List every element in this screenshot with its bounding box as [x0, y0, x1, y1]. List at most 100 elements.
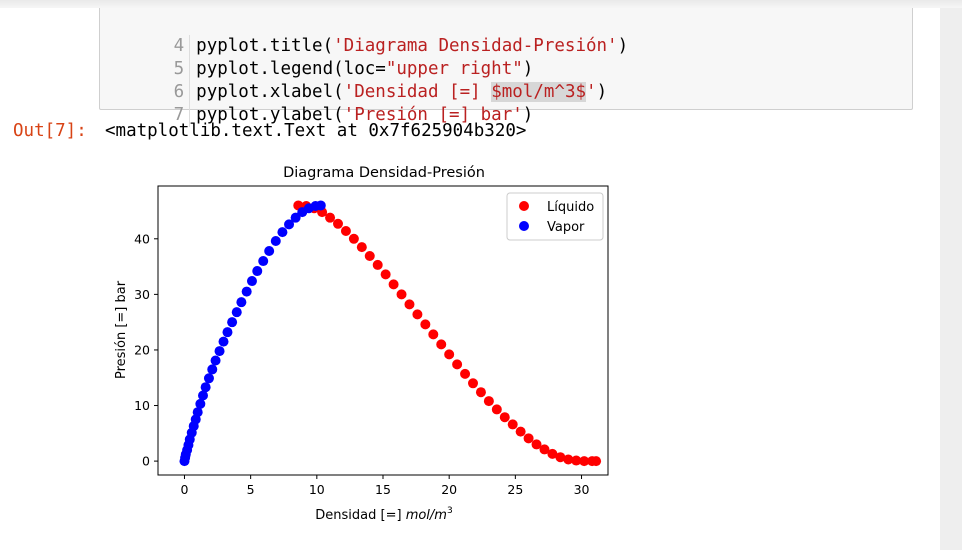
- point-liquid: [475, 387, 486, 398]
- x-tick-label: 20: [441, 482, 457, 497]
- point-vapor: [218, 336, 229, 347]
- line-number: 4: [142, 35, 191, 58]
- code-string: "upper right": [385, 59, 523, 79]
- y-tick-label: 10: [134, 398, 150, 413]
- point-vapor: [246, 276, 257, 287]
- code-line: 7 pyplot.ylabel('Presión [=] bar'): [100, 81, 533, 127]
- code-string: 'Densidad [=]: [343, 82, 492, 102]
- point-liquid: [563, 454, 574, 465]
- point-liquid: [333, 218, 343, 229]
- point-vapor: [252, 266, 263, 277]
- point-vapor: [198, 390, 208, 401]
- point-liquid: [436, 339, 447, 350]
- x-axis-label-superscript: 3: [447, 506, 453, 516]
- point-liquid: [579, 456, 590, 467]
- scatter-points: [179, 200, 602, 467]
- output-text: <matplotlib.text.Text at 0x7f625904b320>: [105, 121, 527, 141]
- code-string-highlight: $mol/m^3$: [491, 82, 587, 102]
- code-text: ): [522, 105, 534, 125]
- point-liquid: [515, 426, 526, 437]
- x-axis-label-math: mol/m: [406, 508, 447, 523]
- point-vapor: [203, 373, 214, 384]
- y-tick-label: 0: [142, 454, 150, 469]
- point-vapor: [270, 236, 281, 247]
- point-liquid: [325, 212, 336, 223]
- plot-frame: [157, 185, 609, 476]
- point-vapor: [222, 327, 233, 338]
- x-tick-label: 0: [180, 482, 188, 497]
- point-liquid: [372, 259, 383, 270]
- x-tick-label: 30: [574, 482, 590, 497]
- y-tick-label: 40: [134, 231, 150, 246]
- code-string: ': [586, 82, 597, 102]
- point-liquid: [388, 279, 399, 290]
- point-vapor: [192, 407, 203, 418]
- point-liquid: [468, 378, 478, 389]
- point-liquid: [396, 289, 407, 300]
- chart-title: Diagrama Densidad-Presión: [283, 165, 485, 181]
- top-bar: [0, 0, 962, 8]
- line-number: 6: [142, 81, 191, 104]
- code-string: 'Diagrama Densidad-Presión': [333, 36, 618, 56]
- code-text: ): [596, 82, 608, 102]
- code-text: ): [522, 59, 534, 79]
- y-tick-label: 20: [134, 342, 150, 357]
- legend-marker-vapor: [519, 221, 529, 231]
- point-vapor: [231, 307, 242, 318]
- code-line: 4 pyplot.title('Diagrama Densidad-Presión…: [100, 12, 628, 58]
- point-vapor: [277, 227, 288, 238]
- chart-legend: Líquido Vapor: [506, 192, 604, 241]
- point-vapor: [195, 398, 206, 409]
- point-liquid: [452, 359, 463, 370]
- point-liquid: [523, 433, 534, 444]
- legend-label-vapor: Vapor: [547, 220, 585, 235]
- x-tick-label: 10: [309, 482, 325, 497]
- point-vapor: [241, 286, 252, 297]
- point-liquid: [483, 396, 494, 407]
- point-vapor: [227, 317, 238, 328]
- axes-ticks: 0 5 10 15 20 25 30 0 10 20 30 40: [134, 231, 589, 497]
- point-vapor: [284, 219, 295, 230]
- point-vapor: [264, 246, 275, 257]
- point-liquid: [420, 319, 431, 330]
- point-liquid: [340, 226, 351, 237]
- point-liquid: [571, 455, 582, 466]
- point-liquid: [404, 299, 415, 310]
- y-axis-label: Presión [=] bar: [114, 280, 129, 379]
- point-vapor: [200, 382, 211, 393]
- point-liquid: [428, 329, 439, 340]
- density-pressure-chart: Diagrama Densidad-Presión 0 5 10 15 20 25 30 0 1…: [114, 165, 609, 523]
- code-string: 'Presión [=] bar': [343, 105, 523, 125]
- point-liquid: [460, 368, 471, 379]
- notebook-scroll-gutter[interactable]: [940, 8, 962, 550]
- code-line: 5 pyplot.legend(loc="upper right"): [100, 35, 533, 81]
- line-number: 7: [142, 104, 191, 127]
- point-liquid: [412, 309, 423, 320]
- point-liquid: [547, 448, 558, 459]
- code-line: 6 pyplot.xlabel('Densidad [=] $mol/m^3$'): [100, 58, 607, 104]
- code-text: pyplot.ylabel(: [196, 105, 344, 125]
- legend-marker-liquid: [519, 201, 529, 211]
- point-vapor: [258, 256, 269, 267]
- code-cell[interactable]: 4 pyplot.title('Diagrama Densidad-Presión…: [99, 8, 913, 127]
- code-text: pyplot.xlabel(: [196, 82, 344, 102]
- point-vapor: [290, 212, 301, 223]
- point-liquid: [531, 439, 542, 450]
- point-liquid: [591, 456, 602, 467]
- code-text: pyplot.legend(loc=: [196, 59, 386, 79]
- point-vapor: [315, 200, 326, 211]
- x-axis-label: Densidad [=] mol/m3: [315, 506, 452, 523]
- x-tick-label: 15: [375, 482, 391, 497]
- x-axis-label-text: Densidad [=]: [315, 508, 405, 523]
- point-vapor: [207, 364, 218, 375]
- point-liquid: [348, 233, 359, 244]
- point-liquid: [364, 251, 375, 262]
- point-vapor: [214, 346, 225, 357]
- y-tick-label: 30: [134, 287, 150, 302]
- point-liquid: [356, 242, 367, 253]
- line-number: 5: [142, 58, 191, 81]
- point-liquid: [380, 269, 391, 280]
- legend-box: [506, 192, 604, 241]
- point-vapor: [210, 355, 221, 366]
- point-liquid: [539, 444, 550, 455]
